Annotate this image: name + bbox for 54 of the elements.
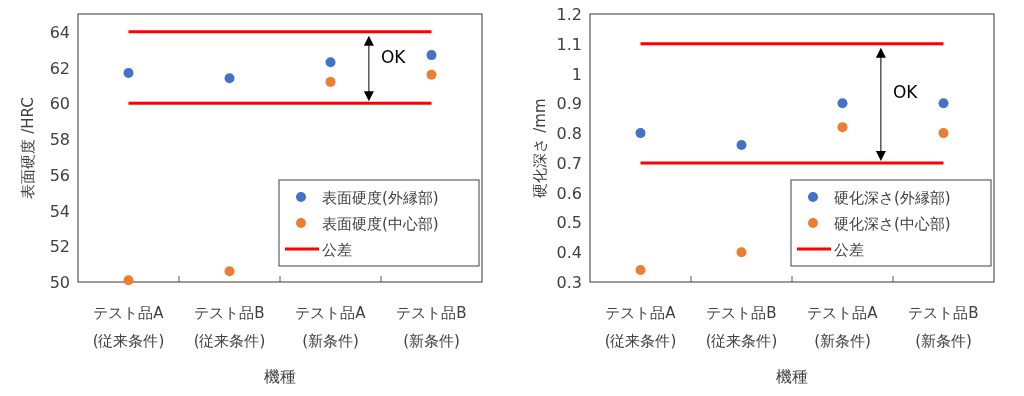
y-tick-label: 62 [49,58,70,78]
y-tick-label: 1.2 [556,5,582,24]
y-tick-label: 0.6 [556,183,582,203]
x-axis-title: 機種 [776,367,808,386]
y-tick-label: 0.5 [556,213,582,233]
legend-label: 硬化深さ(中心部) [834,215,951,233]
y-axis-title: 硬化深さ /mm [531,98,549,198]
point [938,128,949,139]
legend-label: 公差 [322,241,352,259]
point [837,122,848,133]
x-tick-label: テスト品B (新条件) [396,304,467,350]
point [123,275,134,286]
y-tick-label: 54 [49,201,70,221]
x-tick-label: テスト品A (従来条件) [92,304,165,350]
annotation: OK [892,82,919,103]
y-tick-label: 0.7 [556,153,582,173]
x-axis-title: 機種 [264,367,296,386]
point [837,98,848,109]
x-tick-label: テスト品A (従来条件) [604,304,677,350]
x-tick-label: テスト品B (従来条件) [705,304,778,350]
point [736,247,747,258]
y-tick-label: 50 [49,273,70,292]
point [325,57,336,68]
point [426,50,437,61]
legend-label: 表面硬度(外縁部) [322,189,439,207]
y-tick-label: 0.3 [556,273,582,292]
legend-label: 表面硬度(中心部) [322,215,439,233]
point [938,98,949,109]
y-tick-label: 64 [49,22,70,42]
x-tick-label: テスト品A (新条件) [295,304,367,350]
point [736,140,747,151]
y-tick-label: 1.1 [556,34,582,54]
legend-label: 硬化深さ(外縁部) [834,189,951,207]
y-tick-label: 0.9 [556,94,582,114]
y-tick-label: 52 [49,237,70,257]
point [325,76,336,87]
point [224,266,235,277]
legend-label: 公差 [834,241,864,259]
y-tick-label: 0.4 [556,243,582,263]
point [224,73,235,84]
y-tick-label: 60 [49,94,70,114]
y-tick-label: 56 [49,165,70,185]
point [635,265,646,276]
y-axis-title: 表面硬度 /HRC [19,97,37,199]
point [635,128,646,139]
point [426,69,437,80]
x-tick-label: テスト品B (従来条件) [193,304,266,350]
annotation: OK [380,46,407,67]
y-tick-label: 1 [571,64,582,84]
y-tick-label: 0.8 [556,124,582,144]
x-tick-label: テスト品B (新条件) [908,304,979,350]
y-tick-label: 58 [49,130,70,150]
x-tick-label: テスト品A (新条件) [807,304,879,350]
point [123,67,134,78]
